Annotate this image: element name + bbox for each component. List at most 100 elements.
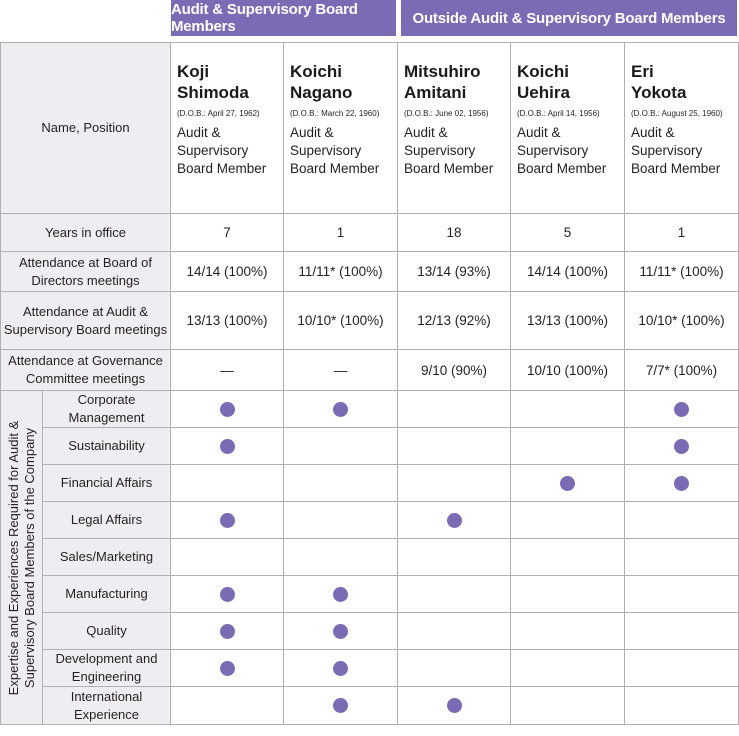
- expertise-cell: [283, 464, 398, 502]
- expertise-dot-icon: [333, 401, 348, 417]
- member-dob: (D.O.B.: June 02, 1956): [404, 109, 489, 118]
- expertise-cell: [283, 575, 398, 613]
- member-position: Audit & Supervisory Board Member: [290, 125, 380, 176]
- expertise-cell: [283, 612, 398, 650]
- expertise-cell: [510, 612, 625, 650]
- expertise-cell: [624, 390, 739, 428]
- expertise-row: Sales/Marketing: [1, 538, 739, 576]
- expertise-cell: [170, 427, 284, 465]
- expertise-label: Sales/Marketing: [42, 538, 171, 576]
- board-members-table: Name, Position Koji Shimoda (D.O.B.: April…: [0, 42, 739, 725]
- value-att-gov: 7/7* (100%): [624, 349, 739, 391]
- expertise-group-label: Expertise and Experiences Required for A…: [0, 390, 43, 725]
- expertise-cell: [170, 464, 284, 502]
- expertise-cell: [397, 575, 511, 613]
- expertise-cell: [510, 390, 625, 428]
- expertise-cell: [283, 501, 398, 539]
- expertise-cell: [624, 686, 739, 725]
- member-first-name: Koichi: [517, 62, 569, 81]
- value-att-gov: 9/10 (90%): [397, 349, 511, 391]
- expertise-label: Financial Affairs: [42, 464, 171, 502]
- header-outside-audit-members: Outside Audit & Supervisory Board Member…: [401, 0, 737, 36]
- expertise-cell: [397, 686, 511, 725]
- expertise-label: Corporate Management: [42, 390, 171, 428]
- expertise-cell: [283, 427, 398, 465]
- expertise-dot-icon: [219, 623, 235, 639]
- member-name-cell: Koichi Uehira (D.O.B.: April 14, 1956) Audi…: [510, 42, 625, 214]
- expertise-row: Expertise and Experiences Required for A…: [0, 390, 739, 725]
- expertise-cell: [510, 501, 625, 539]
- member-dob: (D.O.B.: March 22, 1960): [290, 109, 380, 118]
- expertise-dot-icon: [674, 401, 689, 417]
- expertise-cell: [397, 390, 511, 428]
- expertise-dot-icon: [219, 438, 235, 454]
- expertise-dot-icon: [333, 660, 348, 676]
- expertise-label: Sustainability: [42, 427, 171, 465]
- value-att-audit: 10/10* (100%): [624, 291, 739, 350]
- expertise-label: Manufacturing: [42, 575, 171, 613]
- expertise-dot-icon: [219, 586, 235, 602]
- expertise-cell: [510, 464, 625, 502]
- value-att-audit: 12/13 (92%): [397, 291, 511, 350]
- member-dob: (D.O.B.: April 14, 1956): [517, 109, 600, 118]
- expertise-cell: [624, 612, 739, 650]
- member-last-name: Amitani: [404, 83, 467, 102]
- expertise-dot-icon: [333, 623, 348, 639]
- expertise-dot-icon: [446, 512, 462, 528]
- expertise-dot-icon: [333, 698, 348, 714]
- value-att-board: 14/14 (100%): [510, 251, 625, 292]
- expertise-dot-icon: [219, 401, 235, 417]
- expertise-cell: [170, 575, 284, 613]
- expertise-cell: [624, 538, 739, 576]
- value-years: 5: [510, 213, 625, 252]
- member-first-name: Koji: [177, 62, 210, 81]
- value-att-gov: —: [170, 349, 284, 391]
- expertise-dot-icon: [674, 438, 689, 454]
- value-att-audit: 13/13 (100%): [170, 291, 284, 350]
- expertise-cell: [510, 575, 625, 613]
- label-attendance-audit: Attendance at Audit & Supervisory Board …: [0, 291, 171, 350]
- expertise-dot-icon: [674, 475, 689, 491]
- label-attendance-governance: Attendance at Governance Committee meeti…: [0, 349, 171, 391]
- expertise-cell: [510, 686, 625, 725]
- member-last-name: Uehira: [517, 83, 570, 102]
- member-first-name: Mitsuhiro: [404, 62, 481, 81]
- expertise-cell: [397, 612, 511, 650]
- value-att-board: 11/11* (100%): [283, 251, 398, 292]
- expertise-cell: [170, 612, 284, 650]
- expertise-cell: [397, 649, 511, 687]
- value-att-audit: 10/10* (100%): [283, 291, 398, 350]
- expertise-cell: [624, 427, 739, 465]
- expertise-cell: [624, 575, 739, 613]
- expertise-row: International Experience: [1, 686, 739, 725]
- member-name-cell: Eri Yokota (D.O.B.: August 25, 1960) Audit …: [624, 42, 739, 214]
- label-years-in-office: Years in office: [0, 213, 171, 252]
- member-position: Audit & Supervisory Board Member: [517, 125, 607, 176]
- member-last-name: Shimoda: [177, 83, 249, 102]
- expertise-cell: [510, 427, 625, 465]
- value-att-board: 14/14 (100%): [170, 251, 284, 292]
- expertise-cell: [624, 464, 739, 502]
- expertise-row: Sustainability: [1, 427, 739, 465]
- expertise-row: Financial Affairs: [1, 464, 739, 502]
- expertise-label: Development and Engineering: [42, 649, 171, 687]
- expertise-row: Quality: [1, 612, 739, 650]
- value-att-board: 13/14 (93%): [397, 251, 511, 292]
- expertise-cell: [170, 390, 284, 428]
- expertise-dot-icon: [560, 475, 575, 491]
- expertise-cell: [397, 538, 511, 576]
- expertise-row: Legal Affairs: [1, 501, 739, 539]
- expertise-cell: [397, 501, 511, 539]
- label-name-position: Name, Position: [0, 42, 171, 214]
- member-position: Audit & Supervisory Board Member: [631, 125, 721, 176]
- expertise-cell: [283, 649, 398, 687]
- expertise-row: Manufacturing: [1, 575, 739, 613]
- value-att-audit: 13/13 (100%): [510, 291, 625, 350]
- value-years: 1: [624, 213, 739, 252]
- expertise-cell: [170, 538, 284, 576]
- expertise-cell: [397, 464, 511, 502]
- member-first-name: Eri: [631, 62, 654, 81]
- member-first-name: Koichi: [290, 62, 342, 81]
- expertise-label: International Experience: [42, 686, 171, 725]
- expertise-dot-icon: [446, 698, 462, 714]
